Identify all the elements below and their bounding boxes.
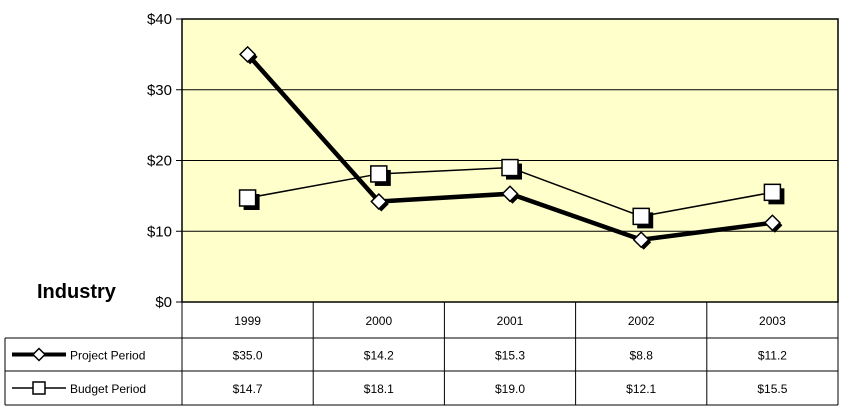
x-tick-label: 1999 [234, 314, 261, 328]
legend-label-project-period: Project Period [70, 349, 145, 363]
y-tick-label: $30 [147, 82, 172, 99]
data-point-project-period [239, 45, 257, 63]
data-point-budget-period [501, 158, 519, 177]
data-label-budget-period: $14.7 [233, 382, 263, 396]
data-label-project-period: $14.2 [364, 349, 394, 363]
legend-label-budget-period: Budget Period [70, 382, 146, 396]
data-label-budget-period: $18.1 [364, 382, 394, 396]
data-point-project-period [763, 214, 781, 232]
data-label-project-period: $11.2 [758, 349, 787, 363]
data-label-budget-period: $19.0 [495, 382, 525, 396]
y-tick-label: $10 [147, 223, 172, 240]
data-point-budget-period [763, 183, 782, 202]
y-tick-label: $40 [147, 11, 172, 28]
x-tick-label: 2002 [628, 314, 655, 328]
data-point-project-period [370, 192, 388, 211]
plot-area [181, 18, 839, 303]
y-tick-label: $0 [155, 294, 172, 311]
data-label-budget-period: $15.5 [757, 382, 787, 396]
side-label: Industry [37, 281, 117, 303]
y-axis: $0 $10 $20 $30 $40 [147, 11, 182, 311]
x-tick-label: 2001 [497, 314, 524, 328]
data-point-budget-period [632, 207, 650, 226]
x-tick-label: 2003 [759, 314, 786, 328]
y-tick-label: $20 [147, 153, 172, 170]
data-label-project-period: $8.8 [630, 349, 654, 363]
data-point-project-period [632, 231, 650, 249]
legend-marker-project-period [31, 347, 47, 362]
data-label-budget-period: $12.1 [626, 382, 656, 396]
data-table: 1999 2000 2001 2002 2003 Project Period $35.0 $… [4, 302, 839, 406]
legend-marker-budget-period [32, 381, 46, 395]
data-label-project-period: $15.3 [495, 349, 525, 363]
data-label-project-period: $35.0 [233, 349, 263, 363]
data-point-budget-period [370, 165, 388, 183]
x-tick-label: 2000 [365, 314, 392, 328]
data-point-project-period [501, 185, 519, 203]
data-point-budget-period [238, 189, 257, 207]
